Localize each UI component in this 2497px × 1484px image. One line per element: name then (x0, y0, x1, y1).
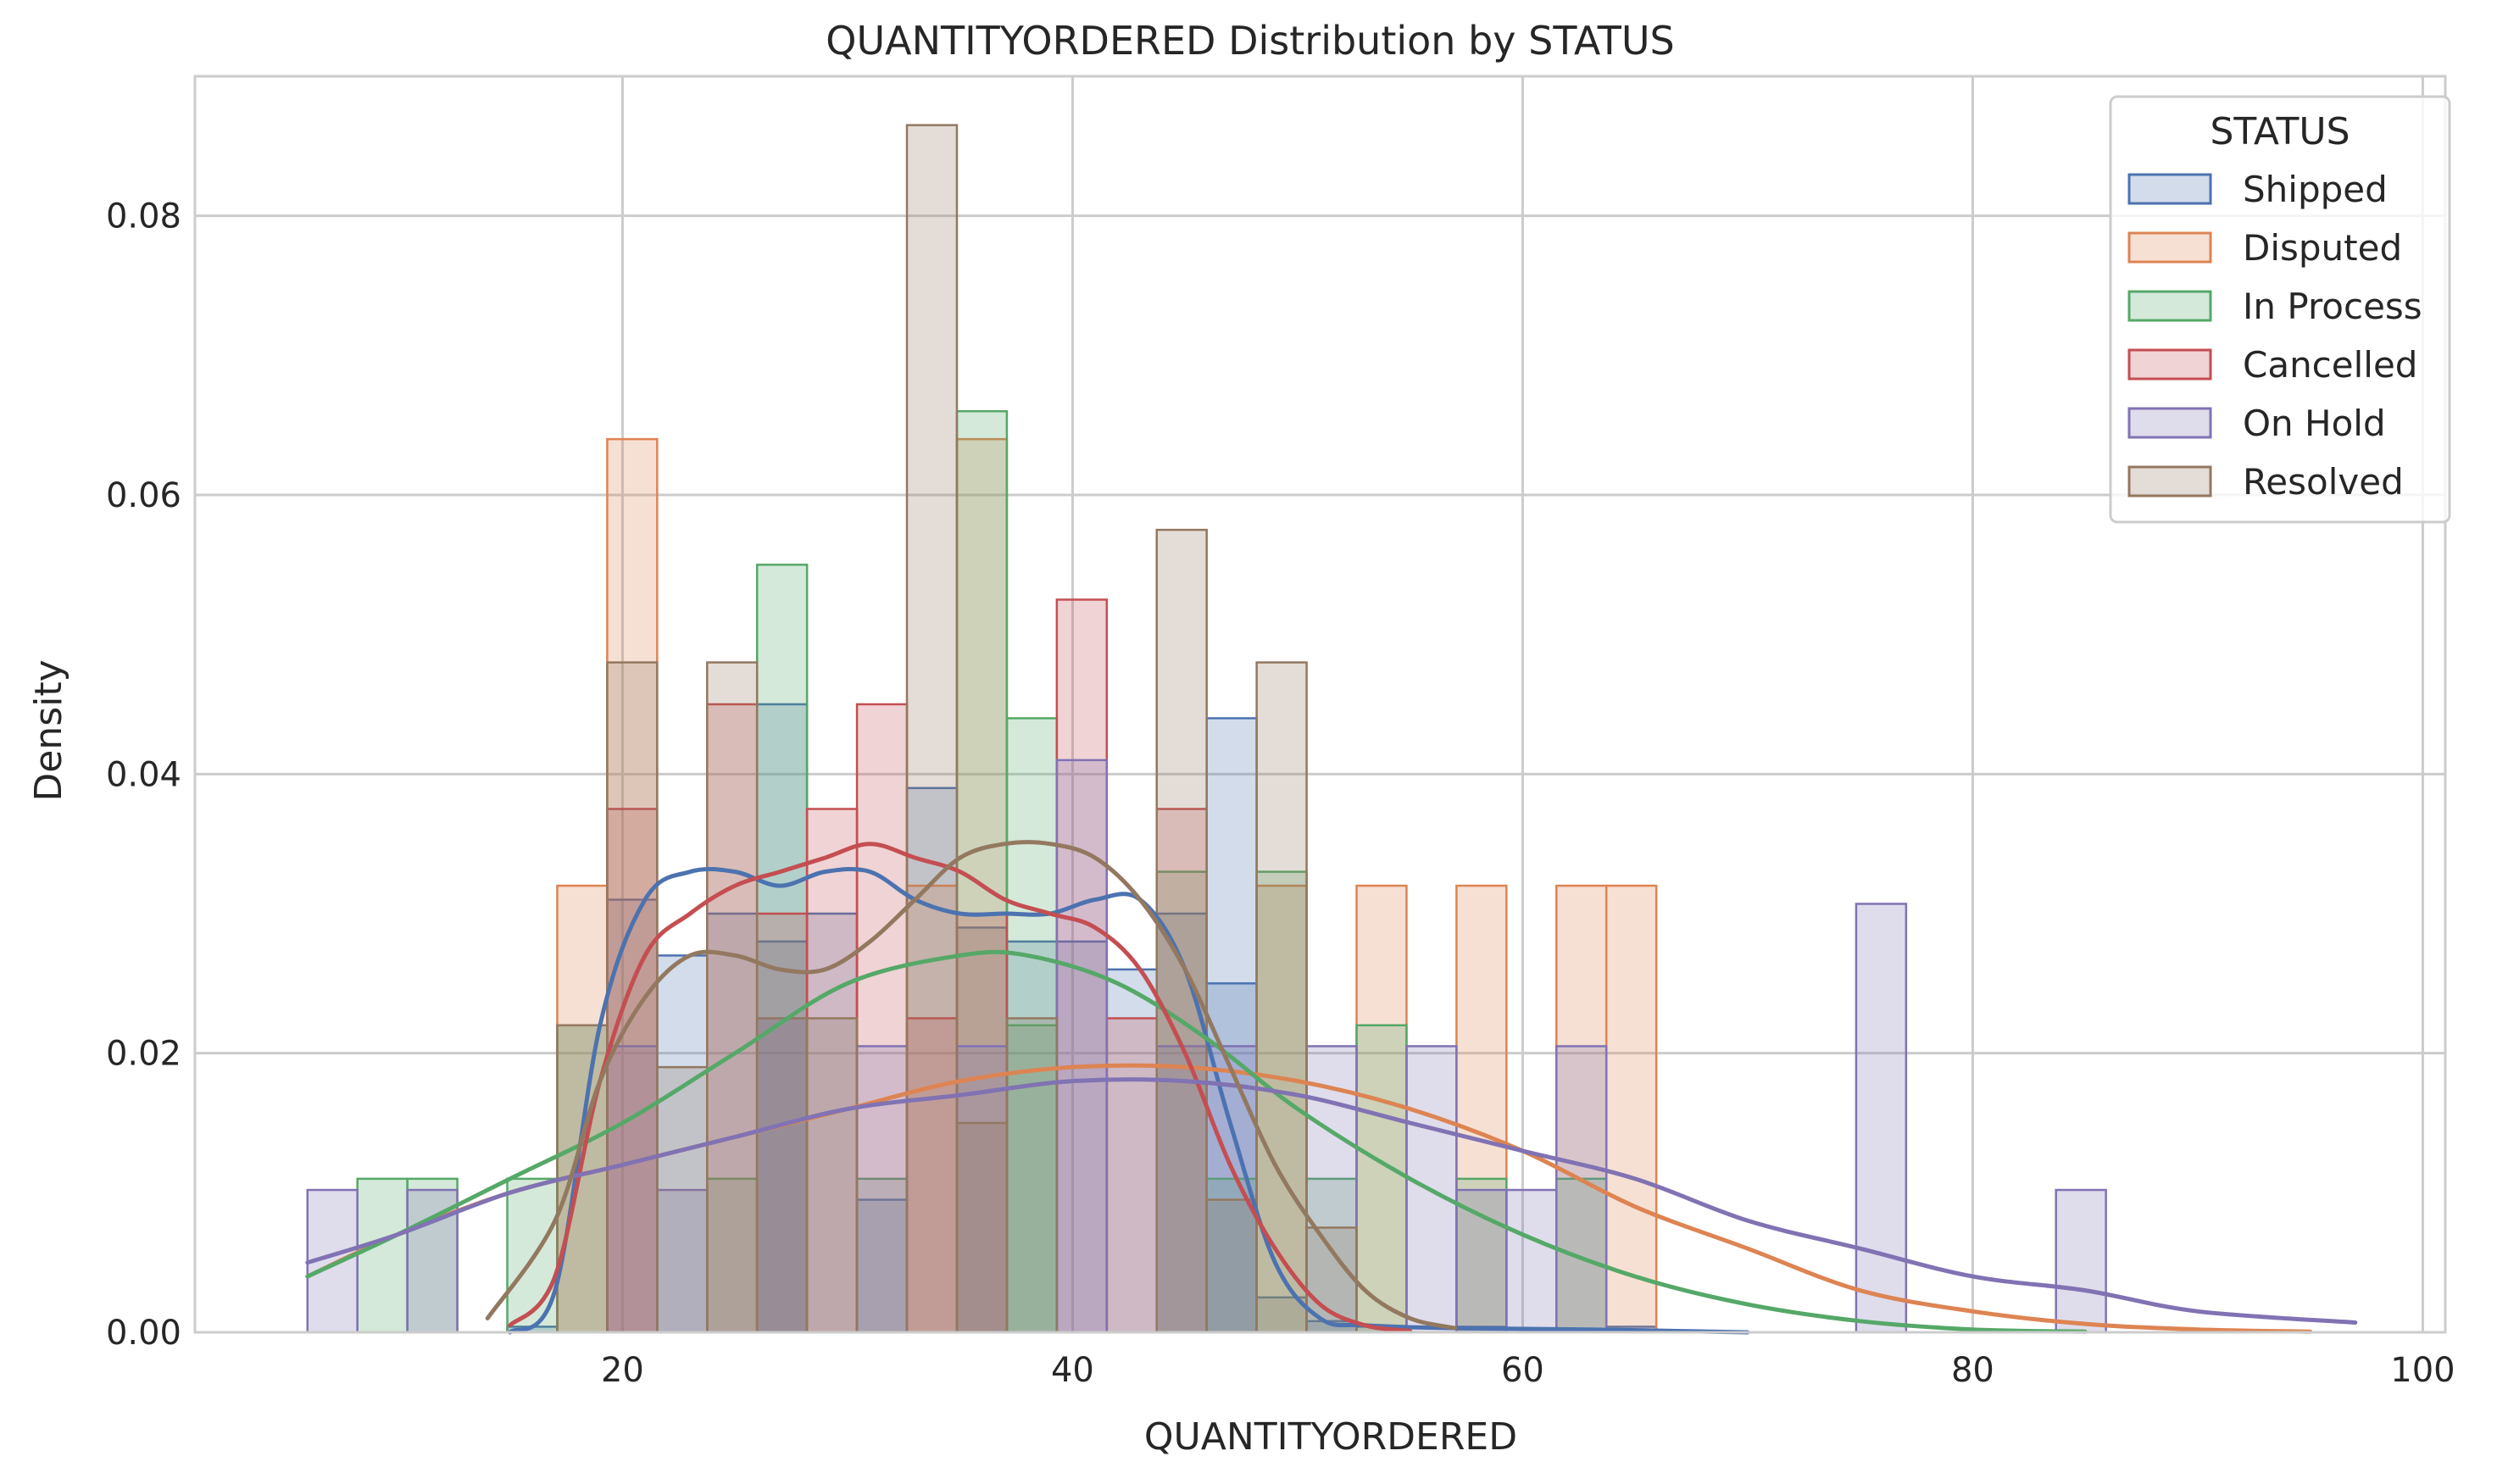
legend-swatch (2127, 348, 2212, 381)
histogram-bar (1555, 1045, 1608, 1334)
histogram-bar (1205, 982, 1258, 1334)
legend-item-on-hold: On Hold (2127, 403, 2386, 444)
histogram-bar (1855, 903, 1908, 1334)
histogram-bar (356, 1177, 409, 1334)
y-axis-title: Density (27, 659, 70, 801)
x-tick-label: 20 (601, 1351, 644, 1390)
x-tick-label: 80 (1951, 1351, 1994, 1390)
series-bars-disputed (556, 437, 1658, 1334)
kde-lines (305, 840, 2358, 1335)
histogram-bar (755, 940, 809, 1334)
legend-label: On Hold (2243, 403, 2386, 444)
histogram-bar (1505, 1188, 1558, 1334)
histogram-bar (1305, 1226, 1358, 1334)
histogram-bar (855, 1045, 909, 1334)
histogram-bar (606, 661, 659, 1334)
histogram-bar (1604, 884, 1658, 1334)
histogram-bar (755, 1017, 809, 1334)
legend: STATUS Shipped Disputed In Process Cancelle… (2109, 95, 2451, 524)
y-tick-label: 0.06 (106, 476, 181, 515)
legend-item-in-process: In Process (2127, 286, 2422, 327)
histogram-bar (1105, 968, 1158, 1334)
chart-title: QUANTITYORDERED Distribution by STATUS (826, 18, 1674, 64)
x-axis-title: QUANTITYORDERED (1144, 1415, 1517, 1459)
histogram-bar (905, 124, 959, 1334)
legend-swatch (2127, 465, 2212, 497)
histogram-bar (905, 1017, 959, 1334)
legend-swatch (2127, 231, 2212, 264)
kde-line-in-process (305, 949, 2088, 1334)
legend-label: Disputed (2243, 227, 2402, 269)
legend-label: Shipped (2243, 169, 2388, 210)
histogram-bar (1005, 940, 1059, 1334)
legend-item-shipped: Shipped (2127, 169, 2388, 210)
histogram-bar (656, 1065, 709, 1334)
series-bars-shipped (506, 703, 1658, 1334)
histogram-bar (805, 808, 859, 1334)
histogram-bar (905, 786, 959, 1334)
legend-swatch (2127, 173, 2212, 205)
histogram-bar (1205, 1198, 1258, 1334)
histogram-bar (855, 1177, 909, 1334)
legend-title: STATUS (2210, 110, 2350, 153)
x-tick-label: 60 (1501, 1351, 1544, 1390)
histogram-bar (1455, 884, 1508, 1334)
series-bars-on-hold (306, 759, 2107, 1334)
histogram-bar (706, 912, 759, 1334)
histogram-bar (406, 1188, 459, 1334)
legend-label: Cancelled (2243, 344, 2417, 386)
histogram-bar (855, 703, 909, 1334)
y-tick-label: 0.08 (106, 197, 181, 236)
histogram-bar (1105, 1017, 1158, 1334)
y-tick-label: 0.04 (106, 755, 181, 794)
y-tick-label: 0.02 (106, 1035, 181, 1074)
legend-item-resolved: Resolved (2127, 461, 2404, 503)
histogram-bar (955, 1121, 1009, 1334)
histogram-bar (1055, 940, 1109, 1334)
histogram-bar (1155, 1045, 1208, 1334)
y-tick-label: 0.00 (106, 1314, 181, 1353)
histogram-bar (706, 661, 759, 1334)
legend-item-cancelled: Cancelled (2127, 344, 2417, 386)
histogram-bar (955, 926, 1009, 1334)
kde-line-on-hold (305, 1077, 2358, 1325)
histogram-bar (755, 564, 809, 1334)
tick-labels: 20 40 60 80 100 0.00 0.02 0.04 0.06 0.08 (106, 197, 2455, 1390)
legend-label: In Process (2243, 286, 2422, 327)
plot-frame (193, 75, 2447, 1334)
kde-line-resolved (485, 840, 1458, 1331)
histogram-bar (1005, 1017, 1059, 1334)
x-tick-label: 40 (1051, 1351, 1094, 1390)
histogram-bar (2055, 1188, 2107, 1334)
legend-label: Resolved (2243, 461, 2404, 503)
histogram-bar (805, 1017, 859, 1334)
x-tick-label: 100 (2390, 1351, 2455, 1390)
legend-item-disputed: Disputed (2127, 227, 2402, 269)
histogram-bar (1455, 1188, 1508, 1334)
legend-items: Shipped Disputed In Process Cancelled On Hol… (2127, 169, 2422, 503)
kde-line-cancelled (508, 842, 1413, 1333)
histogram-bar (1355, 1024, 1408, 1334)
legend-swatch (2127, 290, 2212, 322)
legend-swatch (2127, 407, 2212, 439)
